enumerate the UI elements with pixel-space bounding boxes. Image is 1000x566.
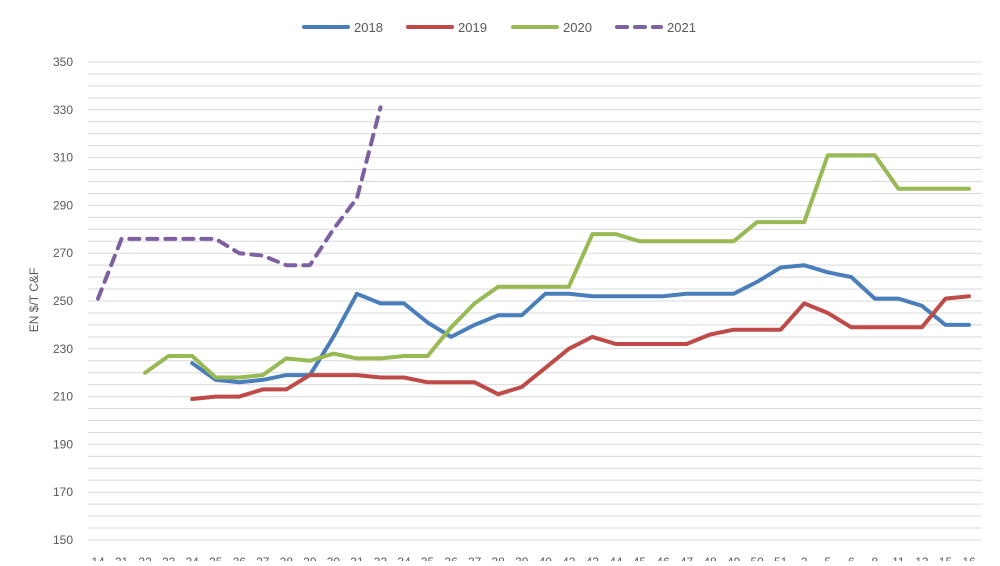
x-tick-label: 39 — [515, 555, 529, 561]
y-tick-label: 170 — [53, 485, 73, 499]
x-tick-label: 46 — [656, 555, 670, 561]
x-tick-label: 37 — [468, 555, 482, 561]
x-tick-label: 34 — [397, 555, 411, 561]
x-tick-label: 51 — [774, 555, 788, 561]
x-tick-label: 48 — [703, 555, 717, 561]
x-tick-label: 11 — [892, 555, 905, 561]
legend-label-2021: 2021 — [667, 20, 696, 35]
y-tick-label: 230 — [53, 342, 73, 356]
x-tick-label: 23 — [162, 555, 176, 561]
y-tick-label: 250 — [53, 294, 73, 308]
y-tick-label: 290 — [53, 198, 73, 212]
x-tick-label: 27 — [256, 555, 270, 561]
x-tick-label: 30 — [327, 555, 341, 561]
x-axis-ticks: 1421222324252627282930313334353637383940… — [91, 555, 976, 566]
series-line-2018 — [190, 263, 971, 385]
series-line-2020 — [143, 153, 971, 380]
x-tick-label: 29 — [303, 555, 317, 561]
x-tick-label: 15 — [939, 555, 953, 561]
x-tick-label: 8 — [871, 555, 878, 561]
legend-label-2018: 2018 — [354, 20, 383, 35]
legend-label-2019: 2019 — [458, 20, 487, 35]
x-tick-label: 24 — [185, 555, 199, 561]
x-tick-label: 47 — [680, 555, 694, 561]
y-tick-label: 330 — [53, 103, 73, 117]
series-line-2019 — [190, 294, 971, 401]
y-tick-label: 150 — [53, 533, 73, 547]
y-tick-label: 190 — [53, 437, 73, 451]
x-tick-label: 13 — [915, 555, 929, 561]
x-tick-label: 2 — [801, 555, 808, 561]
x-tick-label: 42 — [562, 555, 576, 561]
gridlines — [88, 61, 982, 541]
x-tick-label: 45 — [633, 555, 647, 561]
x-tick-label: 26 — [233, 555, 247, 561]
y-tick-label: 310 — [53, 151, 73, 165]
y-tick-label: 210 — [53, 390, 73, 404]
x-tick-label: 16 — [962, 555, 976, 561]
x-tick-label: 21 — [115, 555, 129, 561]
x-tick-label: 36 — [444, 555, 458, 561]
legend-label-2020: 2020 — [563, 20, 592, 35]
x-tick-label: 6 — [848, 555, 855, 561]
x-tick-label: 33 — [374, 555, 388, 561]
x-tick-label: 49 — [727, 555, 741, 561]
x-tick-label: 50 — [750, 555, 764, 561]
x-tick-label: 43 — [586, 555, 600, 561]
legend: 2018 2019 2020 2021 — [302, 20, 696, 35]
y-axis-label: EN $/T C&F — [27, 268, 41, 332]
x-tick-label: 38 — [492, 555, 506, 561]
series-lines — [96, 105, 971, 401]
y-axis-ticks: 150 170 190 210 230 250 270 290 310 330 350 — [53, 55, 73, 547]
x-tick-label: 14 — [91, 555, 105, 561]
x-tick-label: 25 — [209, 555, 223, 561]
x-tick-label: 44 — [609, 555, 623, 561]
x-tick-label: 5 — [824, 555, 831, 561]
y-tick-label: 270 — [53, 246, 73, 260]
x-tick-label: 28 — [280, 555, 294, 561]
x-tick-label: 35 — [421, 555, 435, 561]
x-tick-label: 40 — [539, 555, 553, 561]
y-tick-label: 350 — [53, 55, 73, 69]
series-line-2021 — [96, 105, 383, 301]
x-tick-label: 22 — [138, 555, 152, 561]
x-tick-label: 31 — [350, 555, 364, 561]
